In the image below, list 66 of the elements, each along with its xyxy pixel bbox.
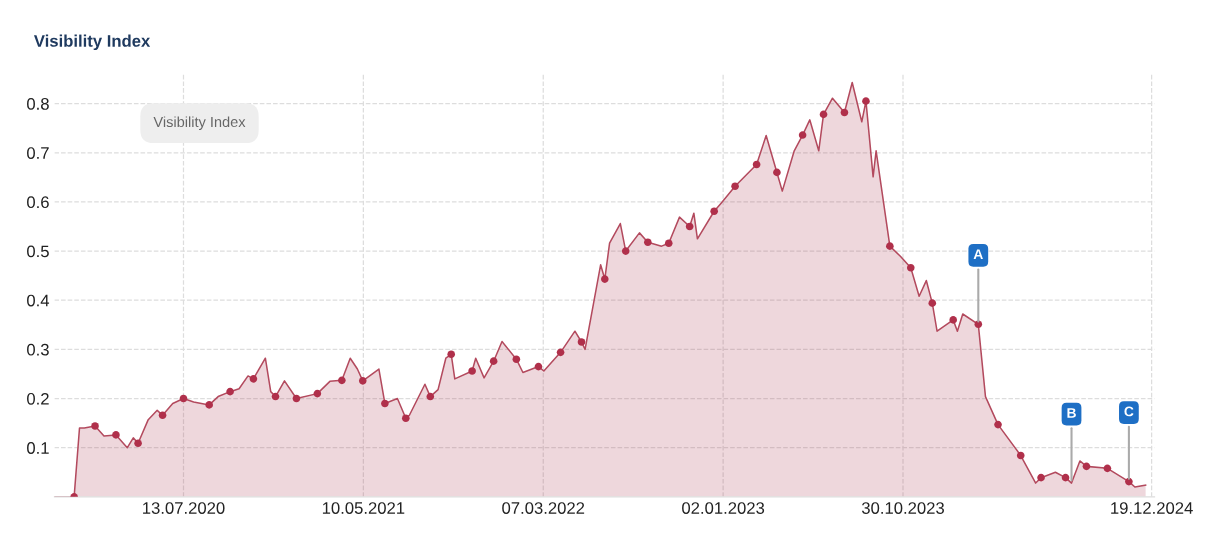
x-tick-label: 30.10.2023 xyxy=(861,502,944,514)
point xyxy=(179,394,188,403)
chart-title: Visibility Index xyxy=(33,34,151,51)
point xyxy=(271,392,280,401)
point xyxy=(426,392,435,401)
point xyxy=(906,263,915,272)
x-tick-label: 13.07.2020 xyxy=(143,502,225,514)
point xyxy=(994,420,1002,429)
point xyxy=(292,394,301,403)
y-tick-label: 0.2 xyxy=(27,392,49,405)
point xyxy=(556,348,565,357)
point xyxy=(1037,473,1045,482)
point xyxy=(664,239,673,248)
point xyxy=(358,377,367,385)
point xyxy=(468,367,476,375)
annotation: B xyxy=(1067,408,1076,418)
point xyxy=(401,414,410,422)
x-tick-label: 02.01.2023 xyxy=(682,502,765,514)
point xyxy=(1082,462,1091,471)
point xyxy=(949,316,958,324)
point xyxy=(313,389,322,398)
x-tick-label: 19.12.2024 xyxy=(1111,502,1193,514)
point xyxy=(112,431,120,439)
point xyxy=(381,399,389,408)
point xyxy=(773,168,781,177)
x-tick-label: 07.03.2022 xyxy=(502,502,585,514)
point xyxy=(447,350,456,359)
point xyxy=(731,182,739,190)
y-tick-label: 0.4 xyxy=(27,294,50,307)
point xyxy=(158,411,167,420)
point xyxy=(819,110,828,119)
annotation: C xyxy=(1124,406,1134,417)
point xyxy=(249,375,258,383)
point xyxy=(512,355,521,364)
point xyxy=(489,357,498,365)
annotation: Visibility Index xyxy=(153,116,246,130)
point xyxy=(338,376,346,385)
y-tick-label: 0.1 xyxy=(27,442,49,454)
point xyxy=(862,97,870,105)
annotation: A xyxy=(973,249,983,259)
point xyxy=(1016,451,1025,460)
point xyxy=(600,275,609,283)
point xyxy=(752,160,761,169)
point xyxy=(886,242,894,250)
point xyxy=(685,222,694,231)
y-tick-label: 0.7 xyxy=(27,147,49,159)
point xyxy=(134,439,142,448)
y-tick-label: 0.6 xyxy=(27,196,49,209)
point xyxy=(710,207,718,216)
y-tick-label: 0.8 xyxy=(27,98,49,110)
y-tick-label: 0.5 xyxy=(27,245,49,258)
point xyxy=(798,131,807,139)
point xyxy=(1061,473,1070,482)
point xyxy=(577,338,586,346)
point xyxy=(974,320,983,329)
point xyxy=(534,362,543,371)
point xyxy=(621,247,630,255)
point xyxy=(644,238,652,247)
y-tick-label: 0.3 xyxy=(27,343,49,356)
point xyxy=(840,108,849,117)
point xyxy=(1103,464,1112,473)
point xyxy=(91,422,99,430)
point xyxy=(928,299,937,307)
point xyxy=(226,387,234,396)
x-tick-label: 10.05.2021 xyxy=(322,502,405,514)
point xyxy=(205,401,213,409)
